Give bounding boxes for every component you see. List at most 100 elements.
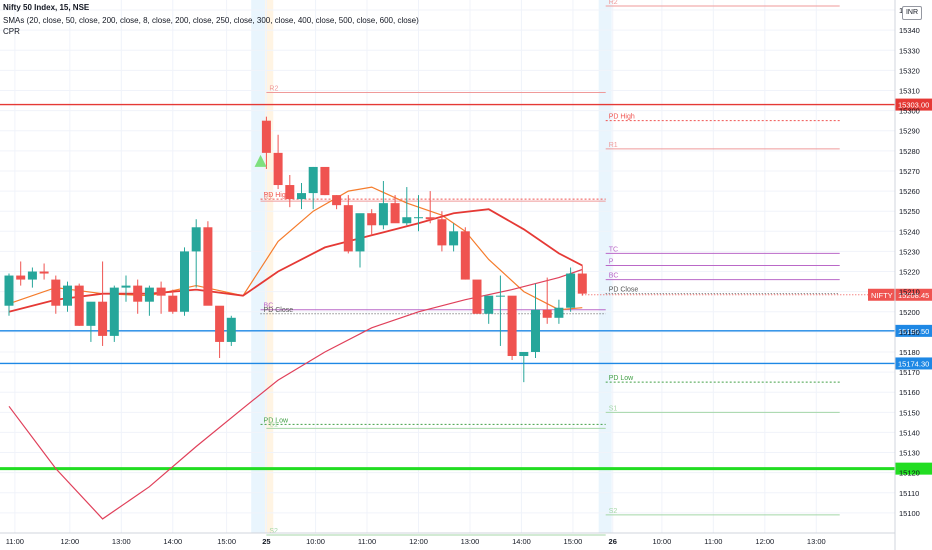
currency-badge[interactable]: INR bbox=[902, 6, 922, 20]
candle-body bbox=[449, 231, 459, 246]
candle-body bbox=[519, 351, 529, 357]
price-tag-label: 15174.30 bbox=[898, 359, 929, 368]
price-tick-label: 15320 bbox=[899, 66, 920, 75]
price-tick-label: 15280 bbox=[899, 147, 920, 156]
price-tick-label: 15120 bbox=[899, 469, 920, 478]
candle-body bbox=[577, 273, 587, 294]
candle-body bbox=[566, 273, 576, 308]
price-tick-label: 15140 bbox=[899, 428, 920, 437]
price-tick-label: 15300 bbox=[899, 107, 920, 116]
candle-body bbox=[554, 307, 564, 318]
candle-body bbox=[378, 203, 388, 226]
candle-body bbox=[390, 203, 400, 224]
price-tick-label: 15260 bbox=[899, 187, 920, 196]
price-tick-label: 15200 bbox=[899, 308, 920, 317]
candle-body bbox=[472, 279, 482, 314]
candle-body bbox=[531, 309, 540, 352]
candle-body bbox=[215, 305, 225, 342]
price-tick-label: 15290 bbox=[899, 127, 920, 136]
time-axis[interactable]: 11:00 12:00 13:00 14:00 15:00 25 10:00 11:00 12:… bbox=[0, 532, 895, 546]
candle-body bbox=[308, 166, 318, 194]
level-label: PD High bbox=[609, 114, 635, 121]
candle-body bbox=[297, 193, 306, 200]
time-tick-label: 14:00 bbox=[163, 537, 182, 546]
time-tick-label: 12:00 bbox=[60, 537, 79, 546]
markers: NIFTY 15208.45 bbox=[254, 154, 932, 301]
candle-body bbox=[16, 275, 26, 280]
level-label: PD Close bbox=[609, 287, 639, 294]
time-tick-label: 13:00 bbox=[807, 537, 826, 546]
level-label: S1 bbox=[269, 421, 278, 428]
time-tick-label: 13:00 bbox=[461, 537, 480, 546]
candle-body bbox=[507, 295, 517, 357]
price-tick-label: 15230 bbox=[899, 247, 920, 256]
time-tick-label: 12:00 bbox=[409, 537, 428, 546]
candle-body bbox=[226, 317, 236, 342]
level-label: R1 bbox=[264, 194, 273, 201]
candle-body bbox=[367, 213, 377, 226]
candle-body bbox=[402, 217, 412, 224]
time-tick-label: 14:00 bbox=[512, 537, 531, 546]
candle-body bbox=[86, 301, 96, 326]
price-tick-label: 15330 bbox=[899, 46, 920, 55]
price-tick-label: 15150 bbox=[899, 408, 920, 417]
level-label: PD Close bbox=[264, 307, 294, 314]
sma-legend[interactable]: SMAs (20, close, 50, close, 200, close, … bbox=[3, 16, 419, 25]
price-tick-label: 15190 bbox=[899, 328, 920, 337]
price-axis[interactable]: 15100 15110 15120 15130 15140 15150 15160 15170… bbox=[894, 0, 920, 550]
cpr-legend[interactable]: CPR bbox=[3, 27, 20, 36]
candle-body bbox=[39, 271, 49, 274]
candle-body bbox=[27, 271, 37, 280]
price-tick-label: 15100 bbox=[899, 509, 920, 518]
candle-body bbox=[285, 185, 295, 200]
candle-body bbox=[355, 213, 365, 252]
price-tag bbox=[895, 462, 932, 475]
sma-line bbox=[8, 268, 583, 520]
time-tick-label: 11:00 bbox=[358, 537, 376, 546]
price-tick-label: 15340 bbox=[899, 26, 920, 35]
candle-body bbox=[320, 166, 330, 196]
candle-body bbox=[484, 295, 494, 314]
candle-body bbox=[133, 285, 143, 302]
candle-body bbox=[168, 295, 178, 312]
price-tick-label: 15210 bbox=[899, 288, 920, 297]
level-label: S2 bbox=[609, 508, 618, 515]
level-label: S2 bbox=[269, 528, 278, 535]
grid bbox=[0, 0, 895, 533]
level-label: R2 bbox=[269, 86, 278, 93]
candle-body bbox=[460, 231, 470, 280]
horizontal-lines: 15303.00 15190.50 15174.30 bbox=[0, 98, 932, 475]
level-label: R2 bbox=[609, 0, 618, 6]
candle-body bbox=[425, 217, 435, 220]
time-tick-label: 15:00 bbox=[564, 537, 583, 546]
time-tick-label: 11:00 bbox=[704, 537, 722, 546]
candle-body bbox=[121, 285, 131, 288]
session-band bbox=[265, 0, 274, 533]
level-label: R1 bbox=[609, 142, 618, 149]
price-tick-label: 15110 bbox=[899, 489, 919, 498]
chart-title: Nifty 50 Index, 15, NSE bbox=[3, 3, 90, 12]
price-tick-label: 15180 bbox=[899, 348, 920, 357]
candle-body bbox=[261, 120, 271, 153]
price-tag bbox=[895, 324, 932, 337]
last-price-value: 15208.45 bbox=[898, 291, 929, 300]
candle-body bbox=[144, 287, 154, 302]
price-tick-label: 15170 bbox=[899, 368, 920, 377]
price-tick-label: 15130 bbox=[899, 449, 920, 458]
candle-body bbox=[542, 309, 552, 318]
time-tick-label: 13:00 bbox=[112, 537, 131, 546]
candle-body bbox=[203, 227, 213, 306]
candles bbox=[4, 116, 587, 383]
price-tag-label: 15303.00 bbox=[898, 101, 929, 110]
session-band bbox=[598, 0, 612, 533]
candle-body bbox=[51, 279, 61, 306]
candle-body bbox=[273, 152, 283, 186]
price-tick-label: 15310 bbox=[899, 87, 920, 96]
candle-body bbox=[343, 205, 353, 252]
level-label: PD Low bbox=[609, 375, 634, 382]
last-price-symbol: NIFTY bbox=[871, 291, 893, 300]
level-label: P bbox=[609, 258, 614, 265]
price-tick-label: 15220 bbox=[899, 268, 920, 277]
